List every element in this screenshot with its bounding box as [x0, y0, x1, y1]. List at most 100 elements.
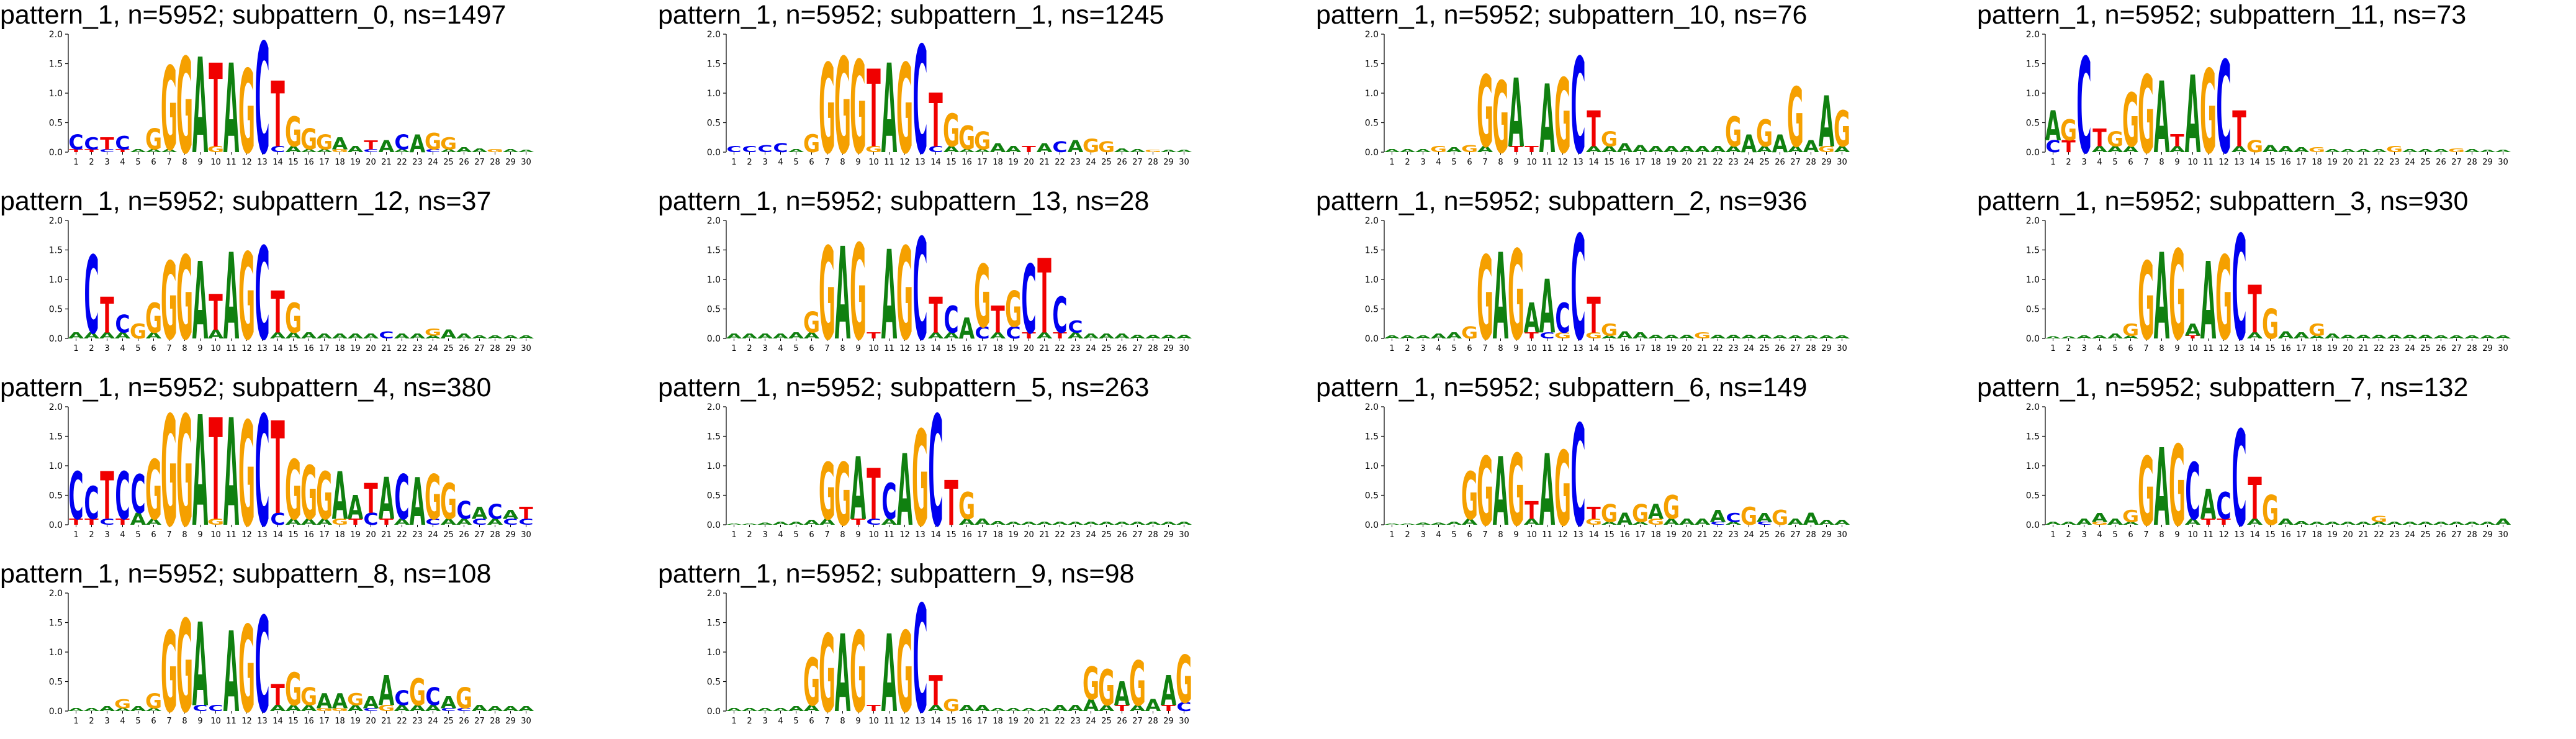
x-tick-label: 22	[1055, 158, 1065, 167]
x-tick-label: 8	[182, 344, 187, 353]
x-tick-label: 11	[2203, 344, 2213, 353]
logo-letter: A	[1145, 521, 1161, 526]
logo-letter: G	[803, 645, 820, 721]
logo-letter: A	[2464, 335, 2480, 340]
x-tick-label: 14	[930, 530, 941, 540]
y-tick-label: 0.0	[1365, 520, 1379, 530]
logo-letter: G	[912, 403, 929, 556]
logo-letter: A	[146, 517, 162, 527]
x-tick-label: 19	[1666, 530, 1677, 540]
x-tick-label: 9	[855, 717, 860, 726]
logo-chart: 0.00.51.01.52.01 2 3 4 5 6 7 8 9 10 11 12 13 14 15 16 17…	[707, 16, 1193, 187]
x-tick-label: 4	[120, 717, 125, 726]
logo-letter: C	[726, 145, 741, 154]
logo-chart: 0.00.51.01.52.01 2 3 4 5 6 7 8 9 10 11 12 13 14 15 16 17…	[707, 209, 1192, 372]
logo-letter: G	[2122, 78, 2139, 164]
logo-letter: A	[410, 704, 426, 713]
logo-letter: A	[1834, 335, 1850, 340]
logo-letter: G	[207, 517, 224, 527]
x-tick-label: 3	[2081, 530, 2086, 540]
y-tick-label: 0.0	[1365, 334, 1379, 344]
logo-letter: A	[2433, 148, 2449, 153]
logo-letter: G	[285, 664, 302, 717]
x-tick-label: 24	[2405, 158, 2415, 167]
logo-letter: G	[300, 450, 317, 537]
logo-letter: A	[1462, 517, 1478, 527]
logo-letter: T	[1022, 331, 1036, 340]
y-tick-label: 1.5	[49, 60, 63, 70]
logo-letter: A	[742, 332, 758, 340]
y-tick-label: 1.5	[49, 619, 63, 628]
x-tick-label: 13	[2234, 530, 2245, 540]
logo-letter: A	[2371, 334, 2387, 340]
x-tick-label: 30	[1837, 530, 1847, 540]
logo-letter: G	[850, 609, 867, 738]
x-tick-label: 12	[899, 158, 910, 167]
logo-letter: A	[2340, 521, 2356, 526]
x-tick-label: 20	[366, 344, 376, 353]
x-tick-label: 2	[89, 344, 94, 353]
x-tick-label: 6	[2128, 344, 2133, 353]
logo-letter: C	[742, 145, 757, 154]
x-tick-label: 20	[1024, 344, 1034, 353]
panel-title: pattern_1, n=5952; subpattern_7, ns=132	[1977, 373, 2469, 402]
logo-chart: 0.00.51.01.52.01 2 3 4 5 6 7 8 9 10 11 12 13 14 15 16 17…	[707, 384, 1192, 561]
x-tick-label: 10	[1526, 530, 1537, 540]
x-tick-label: 10	[868, 530, 879, 540]
x-tick-label: 29	[1821, 530, 1832, 540]
x-tick-label: 9	[197, 158, 202, 167]
logo-chart: 0.00.51.01.52.01 2 3 4 5 6 7 8 9 10 11 12 13 14 15 16 17…	[1365, 396, 1850, 558]
x-tick-label: 4	[778, 717, 783, 726]
logo-letter: A	[959, 313, 975, 346]
logo-letter: C	[425, 517, 440, 527]
logo-letter: G	[145, 124, 162, 156]
x-tick-label: 2	[2066, 158, 2071, 167]
logo-letter: G	[1083, 136, 1099, 157]
y-tick-label: 1.0	[49, 275, 63, 285]
x-tick-label: 17	[319, 717, 330, 726]
y-tick-label: 1.5	[49, 432, 63, 442]
x-tick-label: 18	[1651, 158, 1661, 167]
y-tick-label: 1.0	[707, 275, 721, 285]
logo-letter: A	[394, 517, 410, 527]
x-tick-label: 15	[2265, 530, 2276, 540]
x-tick-label: 17	[1635, 158, 1646, 167]
logo-letter: A	[757, 332, 773, 340]
x-tick-label: 10	[868, 158, 879, 167]
logo-letter: G	[1145, 149, 1161, 153]
x-tick-label: 19	[350, 158, 361, 167]
logo-letter: T	[929, 668, 943, 715]
x-tick-label: 29	[505, 158, 516, 167]
logo-letter: A	[1803, 335, 1819, 340]
x-tick-label: 11	[1542, 158, 1552, 167]
logo-letter: A	[2340, 334, 2356, 340]
x-tick-label: 27	[1132, 344, 1143, 353]
x-tick-label: 4	[2097, 344, 2102, 353]
logo-letter: A	[1710, 145, 1726, 154]
x-tick-label: 5	[2112, 530, 2117, 540]
logo-letter: T	[1587, 504, 1601, 524]
logo-letter: A	[456, 146, 472, 153]
x-tick-label: 6	[151, 530, 156, 540]
logo-letter: A	[1068, 137, 1084, 156]
x-tick-label: 28	[490, 717, 500, 726]
x-tick-label: 15	[288, 717, 299, 726]
logo-letter: A	[2371, 521, 2387, 526]
x-tick-label: 9	[1513, 530, 1518, 540]
x-tick-label: 4	[1436, 344, 1441, 353]
logo-letter: G	[2122, 507, 2139, 526]
logo-letter: C	[1006, 324, 1020, 343]
x-tick-label: 16	[304, 530, 314, 540]
logo-letter: G	[238, 392, 255, 559]
x-tick-label: 6	[809, 158, 814, 167]
x-tick-label: 15	[946, 717, 957, 726]
x-tick-label: 14	[930, 158, 941, 167]
logo-chart: 0.00.51.01.52.01 2 3 4 5 6 7 8 9 10 11 12 13 14 15 16 17…	[2026, 206, 2511, 373]
x-tick-label: 22	[397, 158, 407, 167]
logo-letter: A	[332, 689, 348, 713]
x-tick-label: 23	[412, 158, 423, 167]
logo-letter: A	[161, 148, 178, 153]
logo-letter: A	[2045, 336, 2062, 339]
x-tick-label: 20	[366, 717, 376, 726]
logo-letter: A	[84, 331, 100, 340]
